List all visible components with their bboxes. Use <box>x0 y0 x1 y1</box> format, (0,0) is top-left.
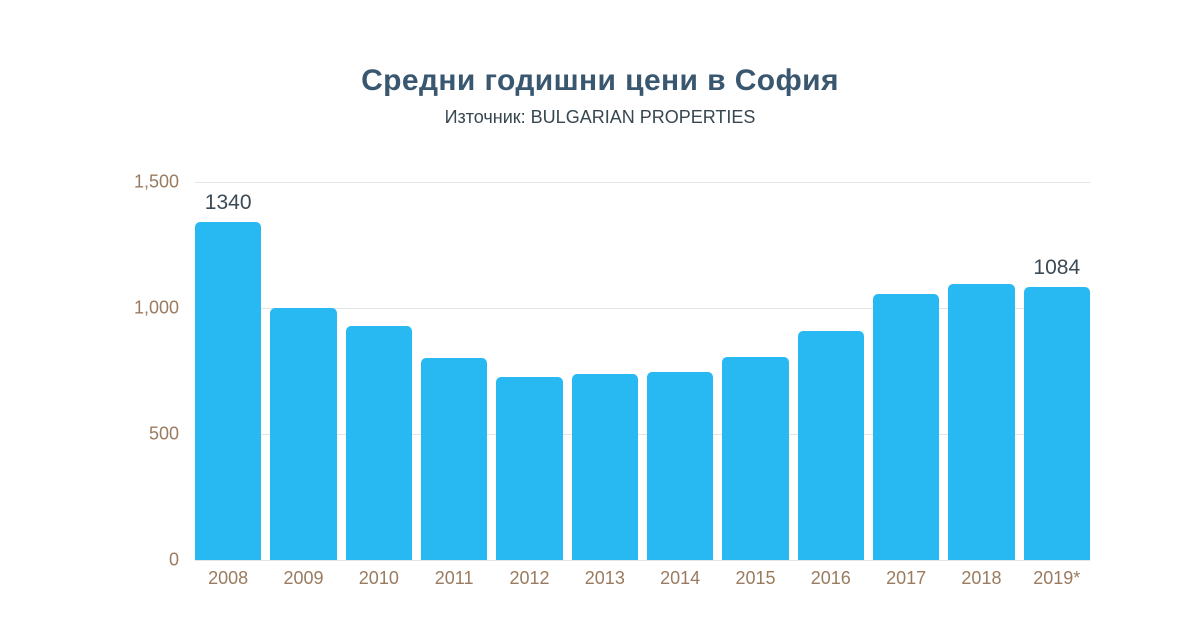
value-label: 1340 <box>204 191 252 215</box>
x-tick-label: 2013 <box>584 568 625 588</box>
bar <box>270 308 337 560</box>
bar <box>345 325 412 560</box>
bar-column-2014 <box>646 182 714 560</box>
bar <box>420 358 488 560</box>
chart-title: Средни годишни цени в София <box>361 64 839 97</box>
x-tick-label: 2018 <box>961 568 1002 588</box>
x-tick-label: 2019* <box>1033 568 1081 588</box>
gridline <box>195 560 1090 561</box>
bar <box>872 294 940 560</box>
bar-column-2008: 1340 <box>195 182 262 560</box>
bar-column-2015 <box>722 182 789 560</box>
bar <box>195 222 262 560</box>
gridline <box>195 434 1090 435</box>
plot-area: 1340 1084 <box>195 182 1090 560</box>
bar-column-2013 <box>571 182 638 560</box>
x-tick-label: 2016 <box>810 568 851 588</box>
y-tick-label: 1,000 <box>133 297 179 318</box>
x-tick-label: 2014 <box>660 568 701 588</box>
bar <box>496 377 563 560</box>
bar <box>797 330 864 560</box>
bar-column-2010 <box>345 182 412 560</box>
chart-subtitle: Източник: BULGARIAN PROPERTIES <box>444 107 756 127</box>
bar-column-2012 <box>496 182 563 560</box>
bar-column-2016 <box>797 182 864 560</box>
bar-column-2011 <box>420 182 488 560</box>
y-tick-label: 0 <box>168 549 179 570</box>
y-tick-label: 500 <box>148 423 179 444</box>
bar-column-2017 <box>872 182 940 560</box>
x-tick-label: 2017 <box>886 568 927 588</box>
x-tick-label: 2012 <box>509 568 550 588</box>
gridline <box>195 182 1090 183</box>
gridline <box>195 308 1090 309</box>
bar <box>1023 286 1090 560</box>
x-axis-labels: 2008 2009 2010 2011 2012 2013 2014 2015 2016 2017… <box>195 568 1090 589</box>
bar-column-2018 <box>948 182 1015 560</box>
x-tick-label: 2015 <box>735 568 776 588</box>
x-tick-label: 2009 <box>283 568 324 588</box>
bar <box>722 357 789 560</box>
y-tick-label: 1,500 <box>133 171 179 192</box>
bar <box>948 284 1015 560</box>
x-tick-label: 2008 <box>208 568 249 588</box>
x-tick-label: 2011 <box>434 568 474 588</box>
x-tick-label: 2010 <box>358 568 399 588</box>
bar <box>646 372 714 560</box>
bar <box>571 373 638 560</box>
bar-column-2009 <box>270 182 337 560</box>
value-label: 1084 <box>1033 255 1081 279</box>
bar-column-2019*: 1084 <box>1023 182 1090 560</box>
chart-header: Средни годишни цени в София Източник: BU… <box>0 64 1200 128</box>
